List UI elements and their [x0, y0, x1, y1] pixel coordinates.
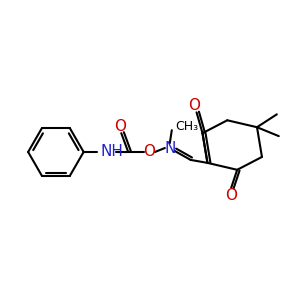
Text: O: O	[114, 119, 126, 134]
Text: N: N	[164, 140, 176, 155]
Text: O: O	[189, 98, 201, 113]
Text: O: O	[143, 145, 155, 160]
Text: CH₃: CH₃	[175, 120, 198, 133]
Text: NH: NH	[100, 145, 123, 160]
Text: O: O	[225, 188, 237, 203]
